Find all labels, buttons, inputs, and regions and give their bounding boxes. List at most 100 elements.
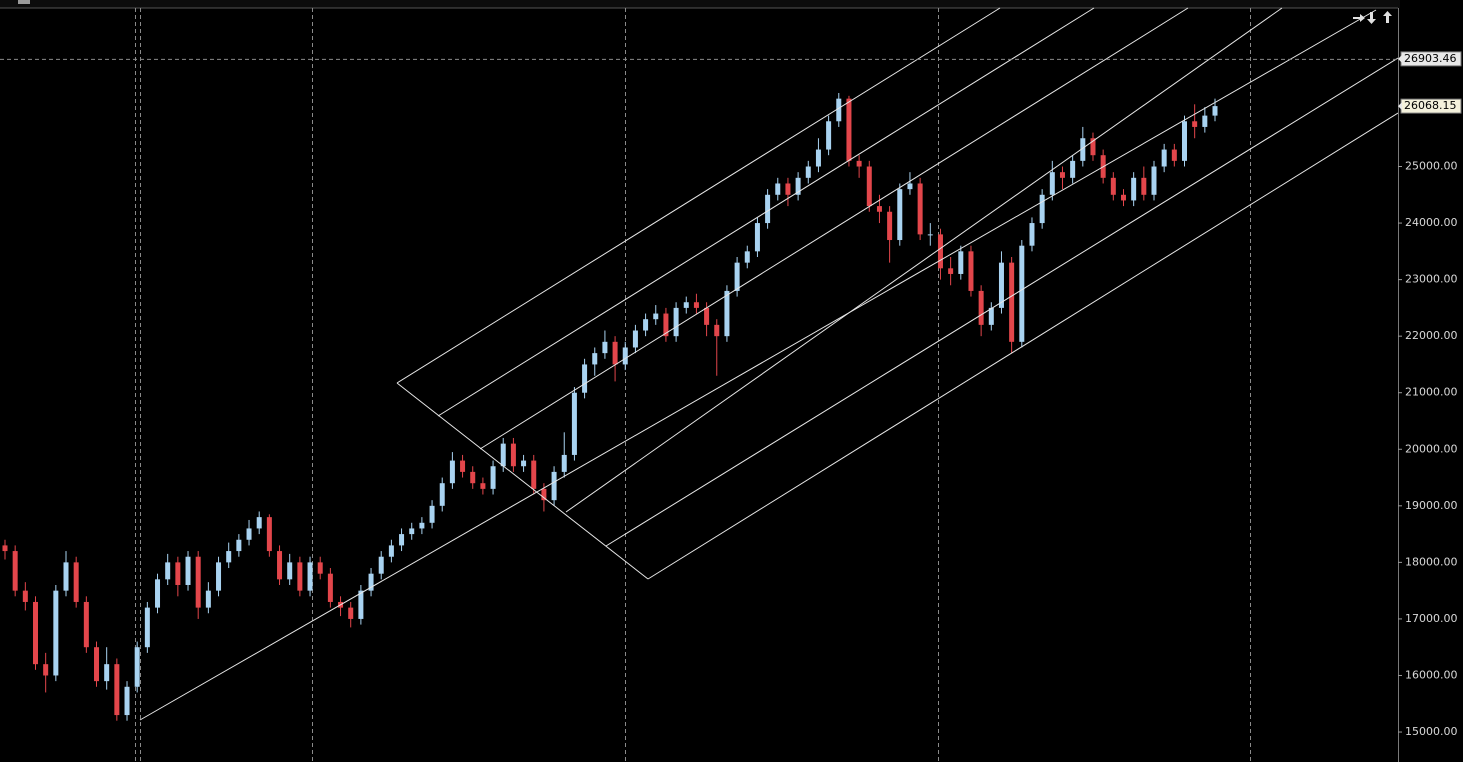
y-tick-label: 17000.00 (1405, 612, 1458, 625)
candle-body (775, 183, 781, 195)
candle-body (571, 392, 577, 455)
pitchfork-line (647, 112, 1399, 580)
candle-body (287, 562, 293, 580)
top-strip (0, 0, 1400, 8)
window-tab (18, 0, 30, 4)
candle-body (53, 590, 59, 676)
candle-body (94, 647, 100, 682)
y-tick-label: 23000.00 (1405, 273, 1458, 286)
candle-body (978, 290, 984, 325)
pitchfork-line (396, 7, 1001, 384)
candle-body (754, 223, 760, 252)
candle-body (1212, 106, 1218, 116)
candle-body (937, 234, 943, 269)
candle-body (1039, 194, 1045, 224)
scroll-up-icon[interactable] (1383, 11, 1392, 23)
candle-body (866, 166, 872, 207)
candle-body (236, 539, 242, 552)
candle-body (205, 590, 211, 608)
pitchfork-median (139, 9, 1377, 721)
scroll-right-icon[interactable] (1353, 14, 1365, 22)
candle-body (1009, 262, 1015, 342)
candle-body (124, 686, 130, 716)
candle-body (805, 166, 811, 178)
candle-body (470, 471, 476, 484)
candle-body (63, 562, 69, 591)
candle-body (185, 556, 191, 585)
candle-body (602, 341, 608, 354)
candle-body (998, 262, 1004, 308)
candle-body (348, 607, 354, 619)
candle-body (582, 364, 588, 393)
y-tick-label: 18000.00 (1405, 555, 1458, 568)
candle-body (826, 121, 832, 150)
candle-body (968, 251, 974, 291)
candle-body (815, 149, 821, 167)
candle-body (785, 183, 791, 195)
y-tick-label: 24000.00 (1405, 216, 1458, 229)
price-marker-pointer (1398, 54, 1402, 63)
candle-body (226, 551, 232, 563)
candle-body (876, 206, 882, 212)
candle-body (246, 528, 252, 540)
candle-body (1141, 177, 1147, 195)
candle-body (419, 522, 425, 529)
candle-body (155, 579, 161, 608)
scroll-down-icon[interactable] (1367, 12, 1376, 24)
candle-body (765, 194, 771, 224)
candle-body (734, 262, 740, 291)
price-axis-panel (1398, 8, 1463, 762)
candle-body (836, 98, 842, 122)
pitchfork-line (605, 57, 1399, 547)
candle-body (104, 664, 110, 682)
candle-body (988, 307, 994, 325)
candle-body (1171, 149, 1177, 161)
candle-body (1049, 172, 1055, 195)
candle-body (693, 302, 699, 308)
candle-body (1181, 121, 1187, 161)
price-marker-label: 26068.15 (1404, 99, 1457, 112)
candle-body (165, 562, 171, 580)
candle-body (1029, 223, 1035, 246)
candle-body (73, 562, 79, 602)
y-tick-label: 25000.00 (1405, 160, 1458, 173)
candle-body (1090, 138, 1096, 156)
y-tick-label: 19000.00 (1405, 499, 1458, 512)
candle-body (1202, 115, 1208, 127)
candle-body (958, 251, 964, 274)
candle-body (907, 183, 913, 190)
candle-body (846, 98, 852, 161)
candle-body (83, 601, 89, 648)
candle-body (683, 302, 689, 308)
candle-body (358, 590, 364, 619)
candle-body (195, 556, 201, 608)
candle-body (510, 443, 516, 467)
candle-body (12, 551, 18, 591)
candle-body (714, 324, 720, 337)
candle-body (795, 177, 801, 195)
candle-body (480, 483, 486, 489)
candles (2, 92, 1218, 721)
candle-body (368, 573, 374, 591)
candle-body (1110, 177, 1116, 195)
price-marker-pointer (1398, 102, 1402, 111)
toolbar-icons[interactable] (1353, 11, 1392, 24)
candle-body (653, 313, 659, 320)
candle-body (531, 460, 537, 489)
y-tick-label: 20000.00 (1405, 442, 1458, 455)
pitchfork (139, 7, 1399, 721)
candle-body (724, 290, 730, 337)
candle-body (897, 189, 903, 241)
candle-body (460, 460, 466, 472)
candle-body (144, 607, 150, 648)
price-marker-label: 26903.46 (1404, 52, 1457, 65)
candle-body (256, 517, 262, 529)
candle-body (33, 601, 39, 665)
candle-body (327, 573, 333, 602)
candle-body (948, 268, 954, 274)
candle-body (551, 471, 557, 501)
candle-body (134, 647, 140, 687)
candle-body (1120, 194, 1126, 201)
candle-body (541, 488, 547, 501)
